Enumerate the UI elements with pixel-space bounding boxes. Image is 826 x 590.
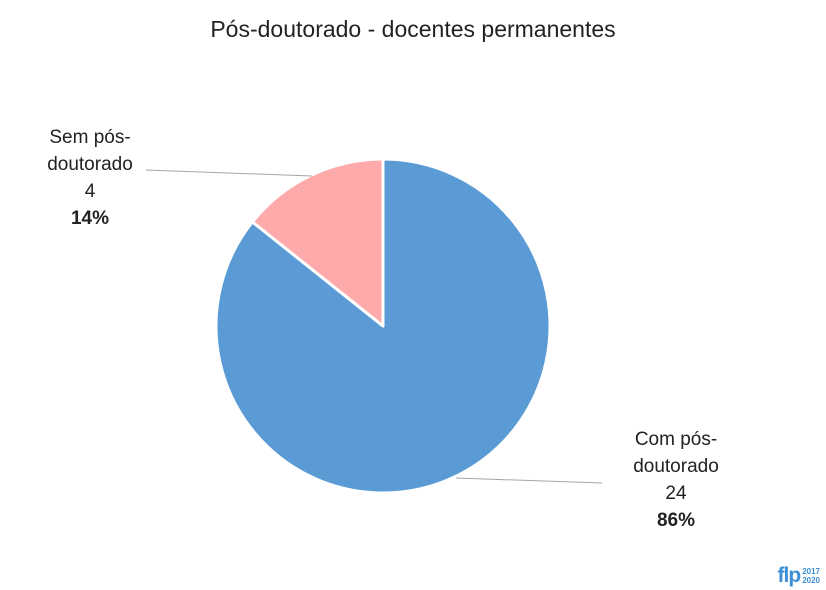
label-name-line1: Com pós- bbox=[634, 429, 718, 450]
label-percent: 14% bbox=[70, 208, 110, 229]
label-value: 4 bbox=[84, 181, 96, 202]
logo-years: 2017 2020 bbox=[802, 567, 820, 585]
leader-line-sem bbox=[145, 169, 313, 177]
flp-logo: flp 2017 2020 bbox=[778, 565, 820, 586]
label-name-line1: Sem pós- bbox=[49, 127, 131, 148]
label-name-line2: doutorado bbox=[633, 456, 719, 477]
label-value: 24 bbox=[665, 483, 687, 504]
chart-title: Pós-doutorado - docentes permanentes bbox=[210, 16, 616, 42]
logo-mark: flp bbox=[777, 564, 802, 587]
label-name-line2: doutorado bbox=[47, 154, 133, 175]
logo-year-end: 2020 bbox=[802, 575, 820, 585]
leader-line-com bbox=[455, 477, 603, 484]
data-label-sem-pos-doutorado: Sem pós- doutorado 4 14% bbox=[20, 124, 160, 232]
data-label-com-pos-doutorado: Com pós- doutorado 24 86% bbox=[606, 426, 746, 534]
logo-year-start: 2017 bbox=[802, 566, 820, 576]
label-percent: 86% bbox=[656, 510, 696, 531]
